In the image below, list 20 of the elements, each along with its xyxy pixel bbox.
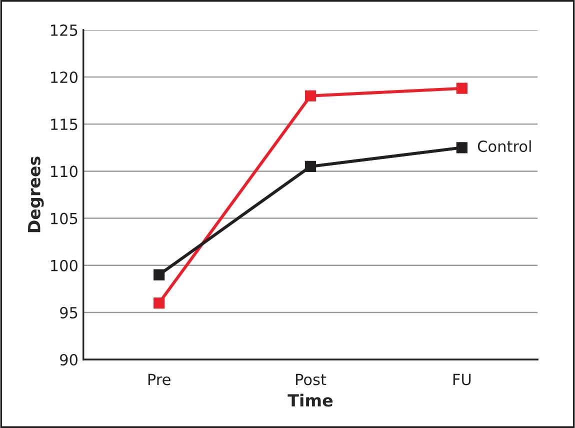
point	[456, 82, 468, 94]
y-axis-title: Degrees	[28, 156, 44, 232]
x-axis-title: Time	[288, 394, 333, 407]
point	[456, 142, 468, 154]
series-label: Control	[478, 140, 531, 152]
y-tick-label: 120	[51, 72, 78, 84]
point	[154, 297, 165, 309]
y-tick-label: 115	[51, 118, 78, 130]
x-tick-label: FU	[453, 374, 471, 386]
y-tick-label: 90	[60, 354, 78, 366]
y-tick-label: 125	[51, 24, 78, 36]
y-tick-label: 95	[60, 306, 78, 318]
x-tick-label: Post	[296, 374, 326, 386]
x-tick-label: Pre	[148, 374, 170, 386]
y-tick-label: 100	[51, 260, 78, 272]
point	[304, 160, 316, 172]
point	[154, 269, 165, 280]
y-tick-label: 110	[51, 166, 78, 178]
point	[304, 90, 316, 102]
y-tick-label: 105	[51, 212, 78, 224]
